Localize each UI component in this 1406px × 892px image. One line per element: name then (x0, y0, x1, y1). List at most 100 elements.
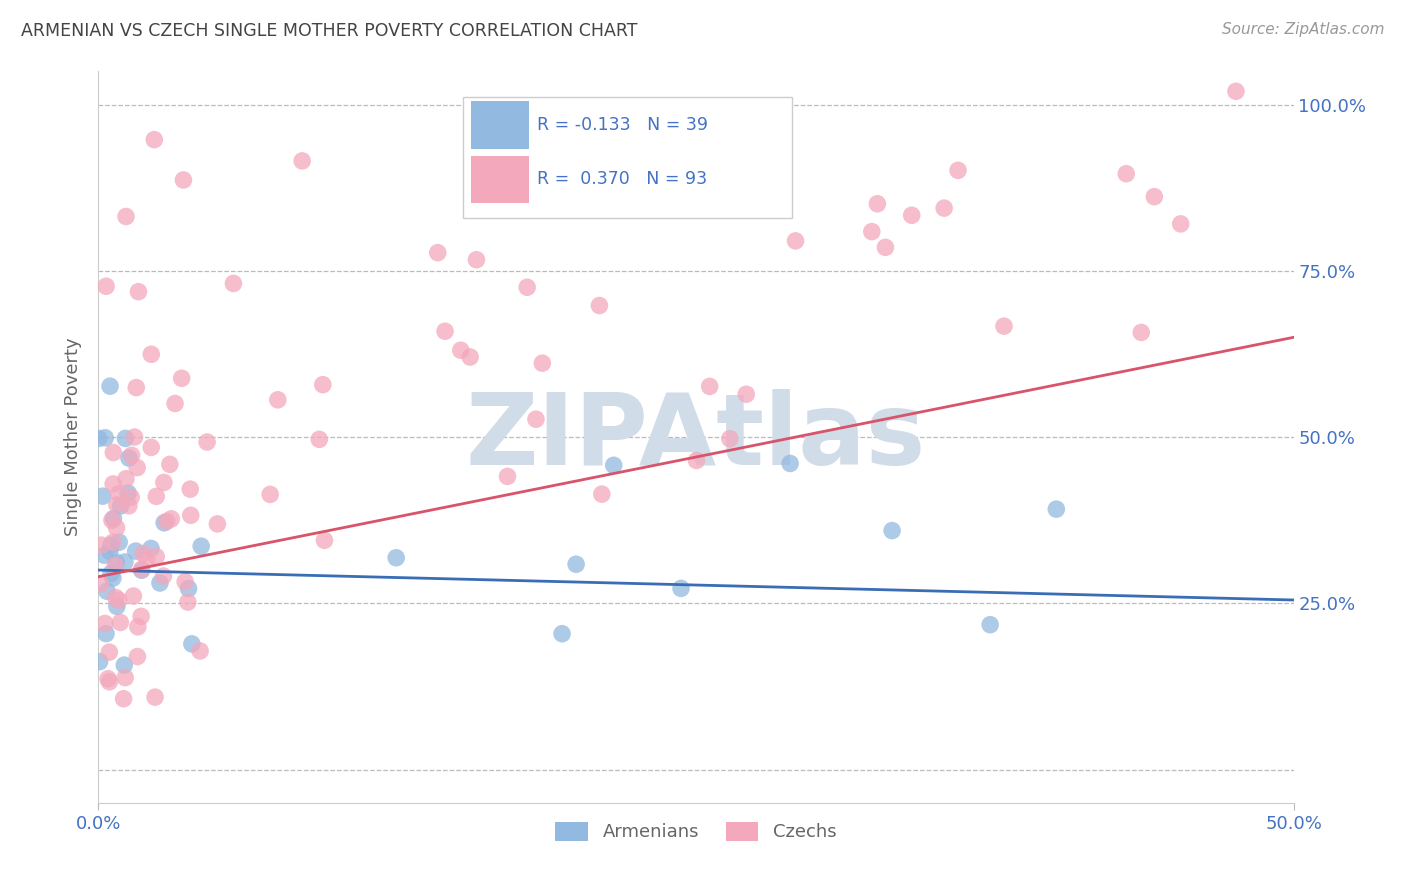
FancyBboxPatch shape (463, 97, 792, 218)
Text: R =  0.370   N = 93: R = 0.370 N = 93 (537, 170, 707, 188)
Point (90, 538, 112, 552)
Point (89, 655, 111, 669)
Point (979, 617, 1001, 632)
Point (118, 499, 141, 513)
Point (117, 486, 139, 500)
Point (177, 582, 200, 596)
Point (314, 533, 336, 548)
Point (114, 431, 136, 445)
Point (174, 574, 197, 589)
Point (87, 431, 110, 445)
Point (98, 544, 121, 558)
Point (222, 277, 245, 291)
Point (103, 445, 125, 459)
Text: ZIPAtlas: ZIPAtlas (465, 389, 927, 485)
Point (120, 490, 142, 504)
Point (104, 591, 127, 605)
Point (465, 252, 488, 267)
Point (749, 202, 772, 216)
Point (115, 210, 138, 224)
Point (900, 208, 922, 222)
Point (101, 535, 124, 549)
Point (458, 350, 481, 364)
Point (152, 569, 174, 583)
Point (159, 458, 181, 472)
Point (588, 298, 610, 312)
Point (180, 637, 202, 651)
Legend: Armenians, Czechs: Armenians, Czechs (548, 814, 844, 848)
Point (107, 593, 129, 607)
Text: Source: ZipAtlas.com: Source: ZipAtlas.com (1222, 22, 1385, 37)
Text: R = -0.133   N = 39: R = -0.133 N = 39 (537, 116, 709, 134)
Point (179, 482, 201, 496)
Point (145, 489, 167, 503)
Point (124, 430, 146, 444)
Point (779, 457, 801, 471)
Point (105, 599, 128, 614)
Point (112, 658, 135, 673)
Point (156, 514, 179, 528)
Point (496, 469, 519, 483)
Point (143, 690, 166, 705)
Point (97, 672, 120, 686)
Point (125, 381, 148, 395)
Point (170, 371, 193, 385)
Point (100, 538, 122, 552)
Point (112, 691, 135, 706)
Point (149, 576, 172, 591)
Point (177, 595, 200, 609)
Point (103, 511, 125, 525)
Point (127, 649, 149, 664)
Point (860, 225, 883, 239)
Point (718, 432, 741, 446)
Point (104, 558, 127, 573)
Point (131, 562, 153, 576)
Point (434, 324, 457, 338)
FancyBboxPatch shape (471, 102, 529, 149)
Point (524, 412, 547, 426)
Point (591, 487, 613, 501)
Point (114, 555, 136, 569)
Point (1170, 217, 1192, 231)
Point (180, 508, 202, 523)
Point (127, 620, 149, 634)
Point (172, 173, 194, 187)
Point (153, 475, 176, 490)
Point (90, 576, 112, 591)
Point (127, 285, 149, 299)
Point (669, 582, 692, 596)
Point (141, 441, 163, 455)
Point (108, 535, 131, 549)
Point (105, 521, 128, 535)
Point (110, 615, 132, 630)
Point (685, 453, 707, 467)
Point (145, 549, 167, 564)
Point (195, 435, 218, 450)
Point (160, 512, 183, 526)
Point (94, 431, 117, 445)
Point (312, 377, 335, 392)
Point (101, 571, 124, 585)
Point (94, 626, 117, 640)
Point (122, 589, 145, 603)
Point (98, 645, 121, 659)
Point (880, 524, 903, 538)
Point (96, 584, 118, 599)
Point (101, 513, 124, 527)
Point (110, 499, 132, 513)
Point (101, 477, 124, 491)
Point (551, 626, 574, 640)
Point (93, 548, 115, 562)
Point (699, 379, 721, 393)
Point (603, 458, 626, 473)
Point (785, 234, 807, 248)
Point (866, 196, 889, 211)
Point (100, 566, 122, 581)
Point (207, 516, 229, 531)
Point (129, 609, 152, 624)
Point (946, 163, 969, 178)
Point (1225, 84, 1247, 98)
Point (135, 552, 157, 566)
Point (127, 460, 149, 475)
Point (105, 555, 128, 569)
